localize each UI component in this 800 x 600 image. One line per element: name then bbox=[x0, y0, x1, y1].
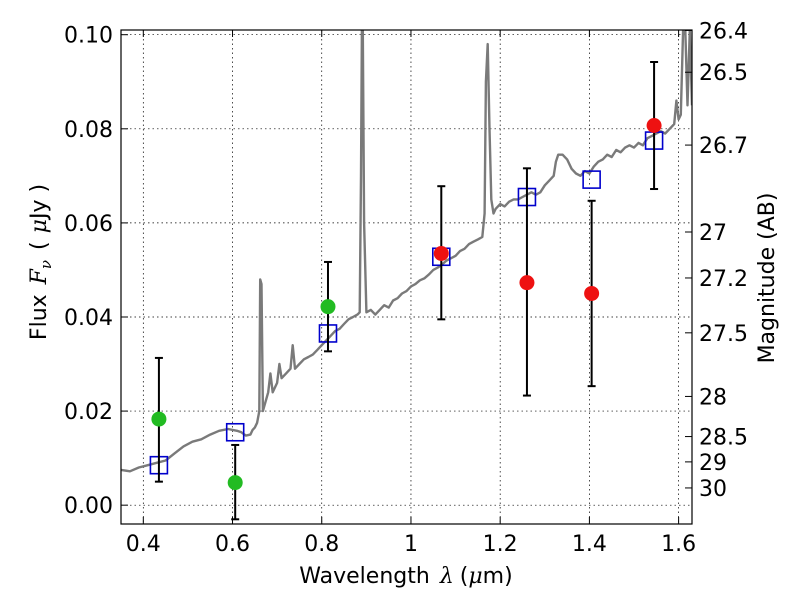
x-tick-label: 0.6 bbox=[215, 532, 250, 557]
y2-tick-label: 27 bbox=[699, 221, 727, 246]
y-axis-label-unit-rest: Jy ) bbox=[27, 184, 52, 221]
y-tick-label: 0.02 bbox=[64, 400, 113, 425]
data-point bbox=[320, 299, 336, 315]
spectrum-line bbox=[121, 30, 692, 473]
y-axis-label: Flux Fν ( μJy ) bbox=[27, 184, 55, 340]
x-tick-label: 1 bbox=[404, 532, 418, 557]
model-photometry-square bbox=[582, 170, 601, 189]
y-axis-label-unit-open: ( bbox=[27, 241, 52, 250]
data-point bbox=[646, 118, 662, 134]
data-point bbox=[584, 285, 600, 301]
y2-tick-label: 28.5 bbox=[699, 426, 748, 451]
y2-tick-label: 29 bbox=[699, 451, 727, 476]
data-point bbox=[519, 275, 535, 291]
x-axis-label: Wavelength λ (μm) bbox=[299, 564, 512, 589]
y2-tick-label: 26.5 bbox=[699, 61, 748, 86]
model-photometry-square bbox=[225, 422, 245, 442]
x-axis-label-unit-mu: μ bbox=[468, 564, 482, 589]
y2-tick-label: 27.2 bbox=[699, 267, 748, 292]
y-axis-label-subscript: ν bbox=[37, 260, 55, 269]
x-tick-labels: 0.4 0.6 0.8 1 1.2 1.4 1.6 bbox=[126, 532, 696, 557]
data-point bbox=[433, 245, 449, 261]
y-tick-label: 0.06 bbox=[64, 212, 113, 237]
y-tick-label: 0.04 bbox=[64, 306, 113, 331]
y-tick-label: 0.08 bbox=[64, 118, 113, 143]
y-axis-label-symbol: F bbox=[27, 268, 52, 285]
y2-tick-label: 30 bbox=[699, 477, 727, 502]
x-axis-label-unit-rest: m) bbox=[483, 564, 513, 589]
x-axis-label-prefix: Wavelength bbox=[299, 564, 430, 589]
y2-tick-label: 26.7 bbox=[699, 134, 748, 159]
y2-tick-label: 27.5 bbox=[699, 322, 748, 347]
data-point bbox=[151, 411, 167, 427]
y-axis-label-unit-mu: μ bbox=[27, 219, 52, 233]
x-tick-label: 0.8 bbox=[304, 532, 339, 557]
plot-area bbox=[121, 30, 692, 521]
axis-ticks bbox=[121, 29, 692, 524]
y2-tick-label: 26.4 bbox=[699, 19, 748, 44]
y2-tick-label: 28 bbox=[699, 385, 727, 410]
y-tick-label: 0.10 bbox=[64, 24, 113, 49]
x-tick-label: 0.4 bbox=[126, 532, 161, 557]
x-axis-label-symbol: λ bbox=[439, 564, 454, 589]
x-axis-label-unit-open: ( bbox=[460, 564, 469, 589]
y-axis-label-prefix: Flux bbox=[27, 294, 52, 340]
plot-frame bbox=[120, 29, 693, 525]
x-tick-label: 1.2 bbox=[483, 532, 518, 557]
y-tick-label: 0.00 bbox=[64, 494, 113, 519]
y2-axis-label: Magnitude (AB) bbox=[755, 193, 780, 364]
y-tick-labels: 0.00 0.02 0.04 0.06 0.08 0.10 bbox=[64, 24, 113, 519]
x-tick-label: 1.4 bbox=[572, 532, 607, 557]
x-tick-label: 1.6 bbox=[661, 532, 696, 557]
data-point bbox=[227, 475, 243, 491]
